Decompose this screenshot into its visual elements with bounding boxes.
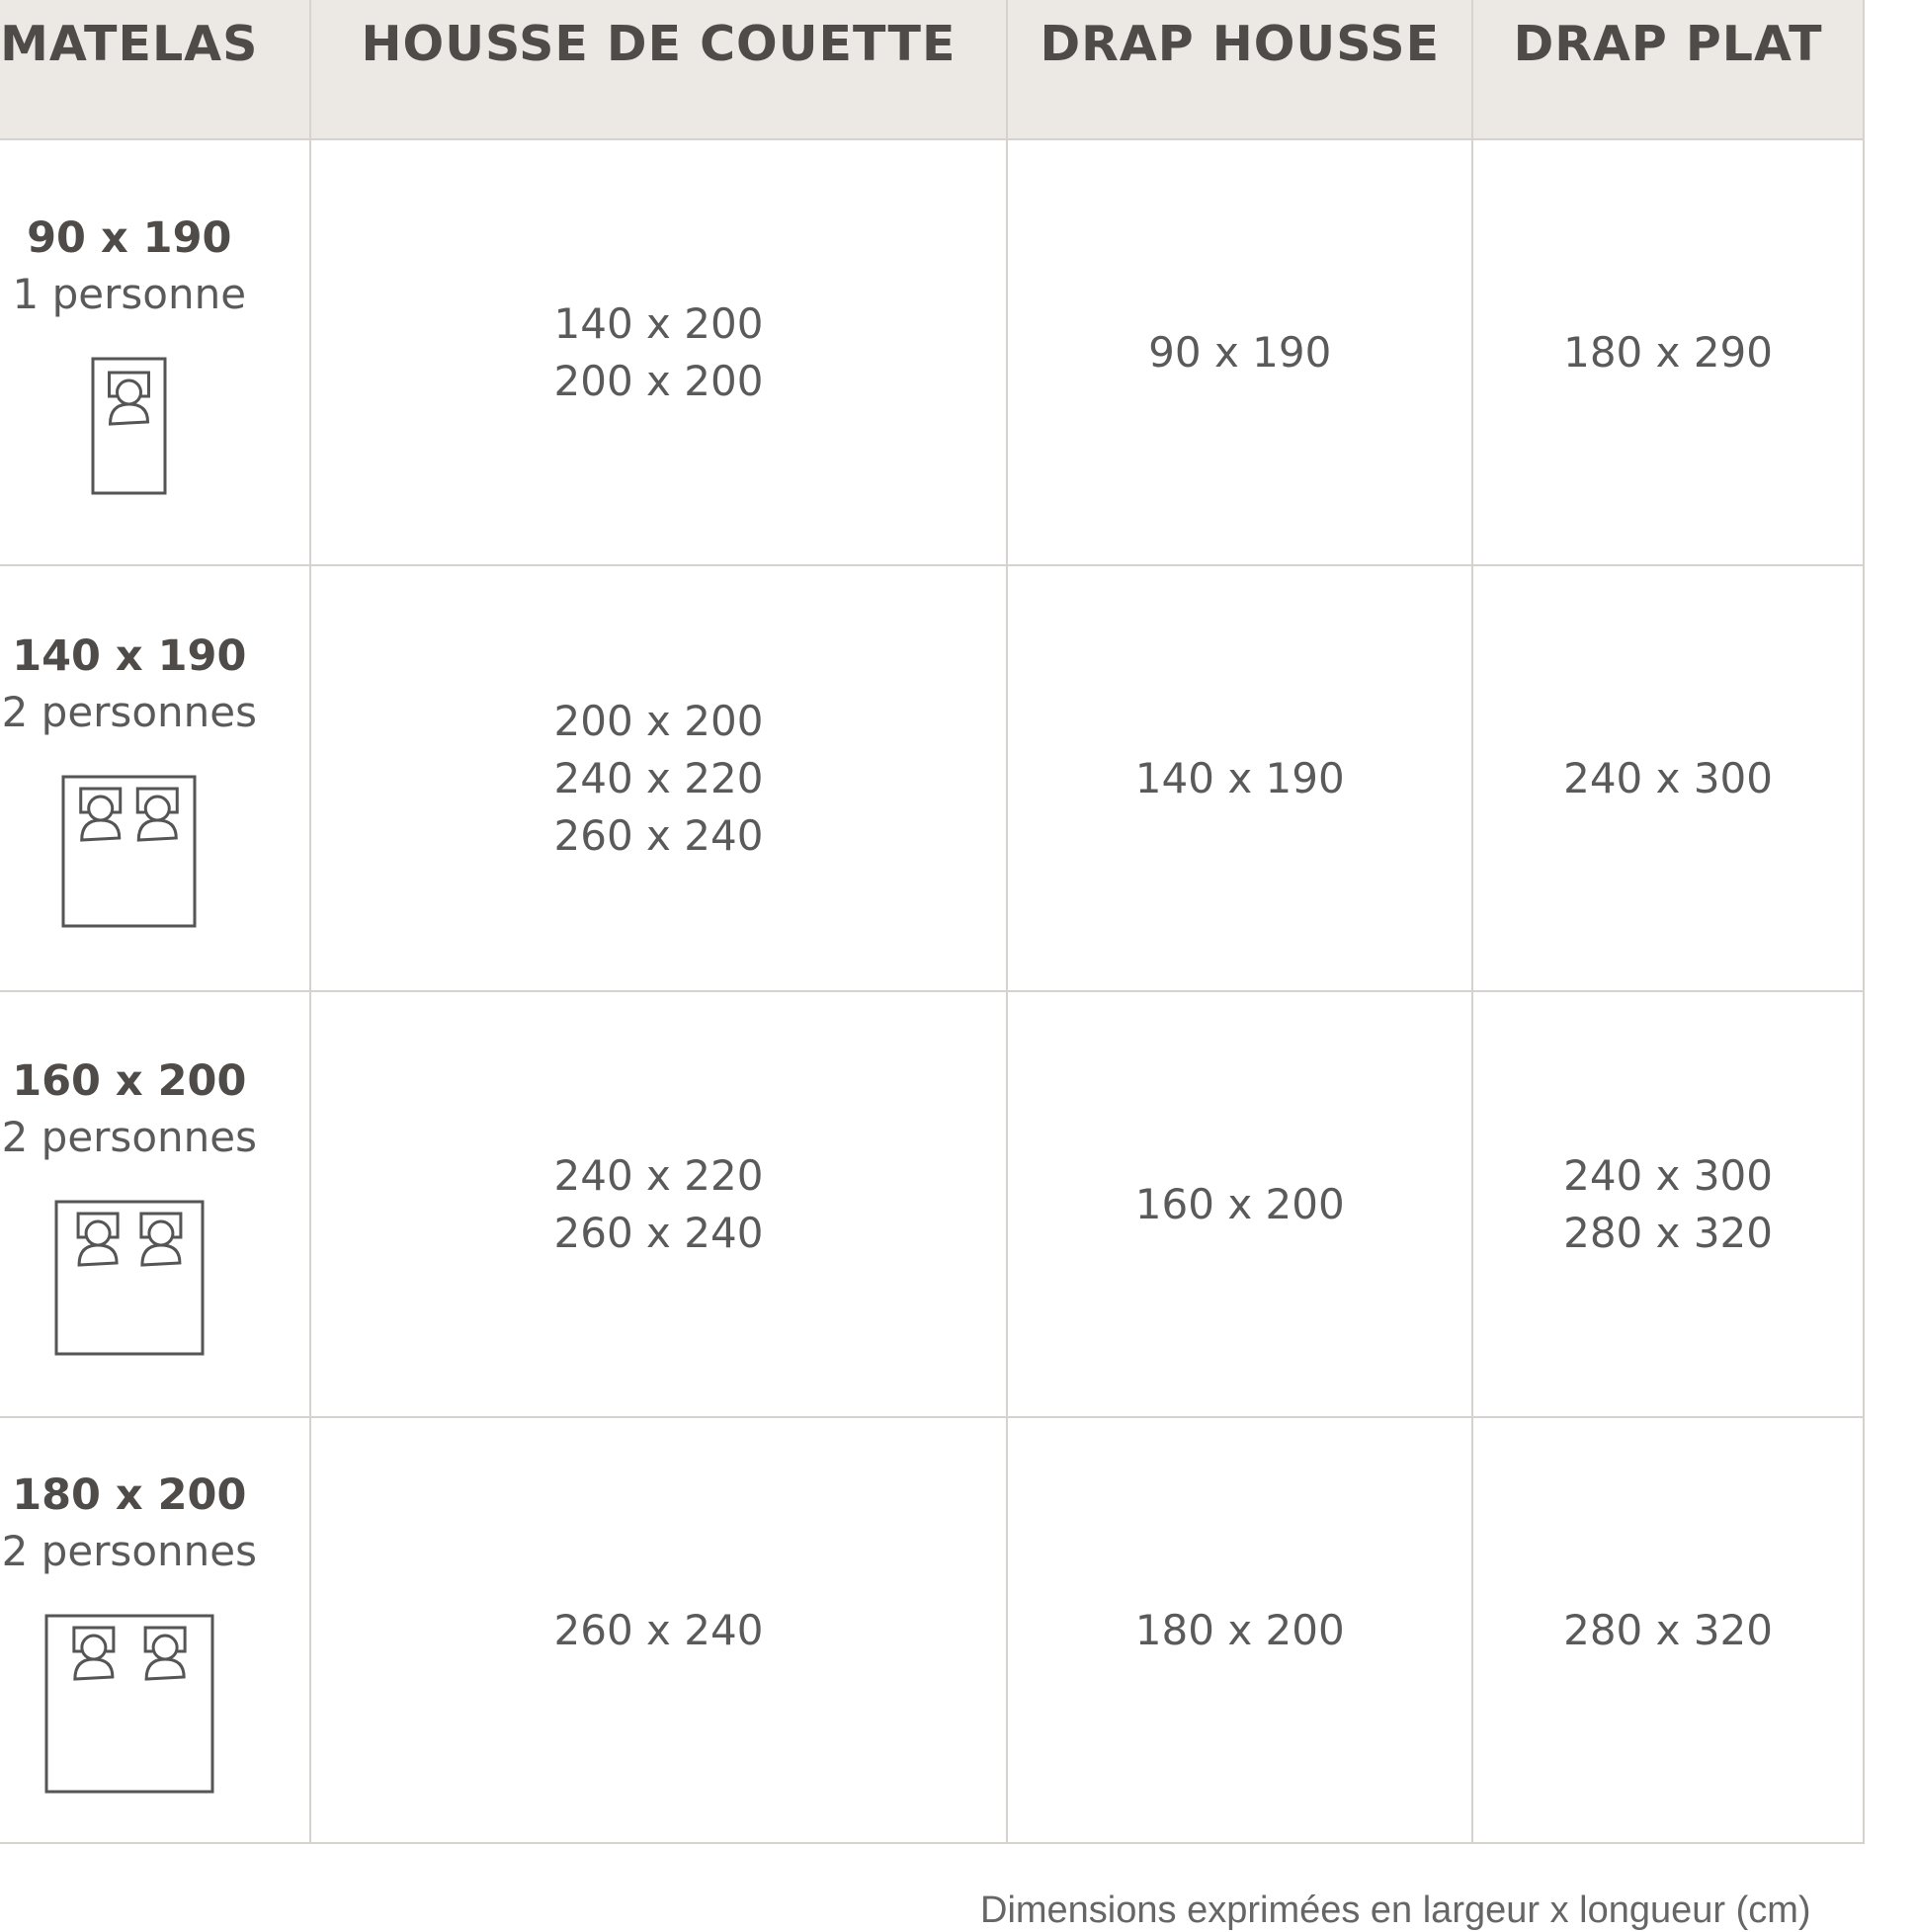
matelas-size: 90 x 190 (27, 212, 232, 263)
queen-bed-icon (54, 1200, 205, 1355)
matelas-persons: 2 personnes (1, 688, 257, 736)
matelas-cell: 90 x 190 1 personne (0, 138, 311, 566)
bedding-size-table: MATELAS HOUSSE DE COUETTE DRAP HOUSSE DR… (0, 0, 1865, 1844)
size-value: 240 x 300 (1563, 1150, 1773, 1200)
matelas-persons: 1 personne (12, 269, 247, 318)
header-row: MATELAS HOUSSE DE COUETTE DRAP HOUSSE DR… (0, 0, 1865, 140)
king-bed-icon (44, 1614, 214, 1793)
size-value: 260 x 240 (553, 1208, 764, 1257)
matelas-persons: 2 personnes (1, 1526, 257, 1575)
drap-plat-cell: 180 x 290 (1471, 138, 1865, 566)
table-row: 140 x 190 2 personnes 200 x 200 240 x 220… (0, 564, 1865, 992)
table-row: 160 x 200 2 personnes 240 x 220 260 x 240… (0, 990, 1865, 1418)
housse-de-couette-cell: 260 x 240 (308, 1416, 1009, 1844)
header-drap-plat: DRAP PLAT (1471, 0, 1865, 140)
size-value: 140 x 190 (1134, 753, 1345, 802)
housse-de-couette-cell: 200 x 200 240 x 220 260 x 240 (308, 564, 1009, 992)
size-value: 280 x 320 (1563, 1208, 1773, 1257)
table-row: 90 x 190 1 personne 140 x 200 200 x 200 9… (0, 138, 1865, 566)
size-value: 240 x 220 (553, 1150, 764, 1200)
double-bed-icon (61, 775, 197, 928)
matelas-cell: 140 x 190 2 personnes (0, 564, 311, 992)
size-value: 260 x 240 (553, 810, 764, 860)
size-value: 200 x 200 (553, 696, 764, 745)
header-drap-housse: DRAP HOUSSE (1006, 0, 1474, 140)
housse-de-couette-cell: 240 x 220 260 x 240 (308, 990, 1009, 1418)
matelas-persons: 2 personnes (1, 1112, 257, 1161)
size-value: 180 x 290 (1563, 327, 1773, 377)
header-housse-de-couette: HOUSSE DE COUETTE (308, 0, 1009, 140)
matelas-cell: 180 x 200 2 personnes (0, 1416, 311, 1844)
size-value: 140 x 200 (553, 298, 764, 348)
size-value: 260 x 240 (553, 1605, 764, 1654)
drap-plat-cell: 280 x 320 (1471, 1416, 1865, 1844)
drap-housse-cell: 180 x 200 (1006, 1416, 1474, 1844)
size-value: 160 x 200 (1134, 1179, 1345, 1228)
drap-plat-cell: 240 x 300 280 x 320 (1471, 990, 1865, 1418)
drap-housse-cell: 140 x 190 (1006, 564, 1474, 992)
size-value: 200 x 200 (553, 356, 764, 405)
size-value: 280 x 320 (1563, 1605, 1773, 1654)
footer-note: Dimensions exprimées en largeur x longue… (980, 1890, 1811, 1931)
matelas-size: 180 x 200 (12, 1470, 247, 1520)
drap-housse-cell: 160 x 200 (1006, 990, 1474, 1418)
table-row: 180 x 200 2 personnes 260 x 240 180 x 20… (0, 1416, 1865, 1844)
single-bed-icon (91, 357, 167, 494)
matelas-size: 160 x 200 (12, 1055, 247, 1106)
housse-de-couette-cell: 140 x 200 200 x 200 (308, 138, 1009, 566)
header-matelas: MATELAS (0, 0, 311, 140)
matelas-size: 140 x 190 (12, 631, 247, 681)
size-value: 240 x 220 (553, 753, 764, 802)
drap-plat-cell: 240 x 300 (1471, 564, 1865, 992)
size-value: 180 x 200 (1134, 1605, 1345, 1654)
size-value: 90 x 190 (1148, 327, 1332, 377)
drap-housse-cell: 90 x 190 (1006, 138, 1474, 566)
size-value: 240 x 300 (1563, 753, 1773, 802)
matelas-cell: 160 x 200 2 personnes (0, 990, 311, 1418)
